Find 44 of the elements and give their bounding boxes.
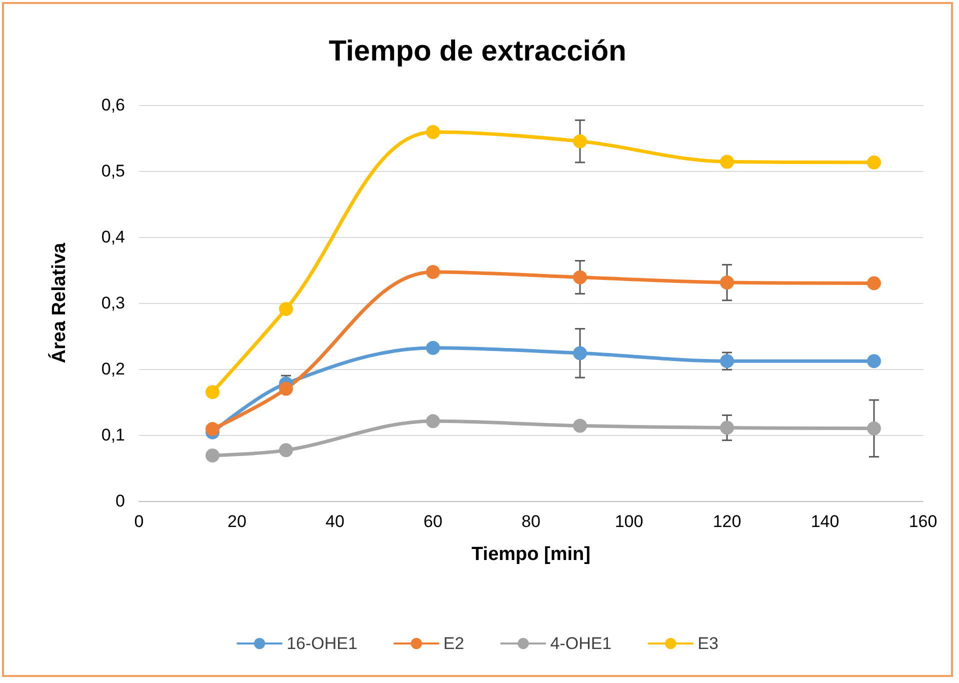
point [720, 154, 734, 169]
point [426, 414, 440, 428]
point [279, 302, 293, 316]
x-tick-label: 80 [522, 512, 540, 531]
point [206, 448, 220, 462]
point [573, 270, 587, 284]
point [279, 443, 293, 458]
legend-label: E2 [443, 634, 464, 653]
point [426, 264, 440, 279]
x-tick-label: 20 [228, 512, 246, 531]
point [426, 125, 440, 140]
x-tick-label: 0 [134, 512, 144, 531]
point [720, 276, 734, 290]
x-tick-label: 60 [424, 512, 442, 531]
y-tick-label: 0,6 [101, 96, 125, 114]
point [867, 421, 881, 436]
point [720, 354, 734, 368]
x-tick-label: 140 [810, 512, 840, 531]
x-tick-label: 40 [326, 512, 344, 531]
legend-label: 4-OHE1 [550, 634, 612, 653]
point [573, 134, 587, 148]
x-axis-title: Tiempo [min] [472, 544, 590, 565]
y-tick-label: 0,4 [101, 228, 125, 246]
y-tick-label: 0,3 [101, 294, 125, 312]
point [206, 385, 220, 400]
point [867, 354, 881, 368]
x-tick-label: 120 [712, 512, 742, 531]
chart-title: Tiempo de extracción [328, 36, 626, 68]
point [426, 340, 440, 355]
point [867, 155, 881, 170]
legend-label: E3 [698, 634, 718, 653]
x-tick-label: 100 [614, 512, 644, 531]
y-tick-label: 0,5 [101, 162, 125, 180]
y-tick-label: 0,2 [101, 360, 125, 378]
point [573, 418, 587, 433]
y-tick-label: 0,1 [101, 426, 125, 444]
legend-label: 16-OHE1 [286, 634, 358, 653]
x-tick-label: 160 [908, 512, 938, 531]
point [867, 276, 881, 290]
y-axis-title: Área Relativa [48, 242, 70, 364]
y-tick-label: 0 [116, 492, 125, 510]
point [206, 422, 220, 436]
point [720, 420, 734, 435]
point [573, 346, 587, 360]
